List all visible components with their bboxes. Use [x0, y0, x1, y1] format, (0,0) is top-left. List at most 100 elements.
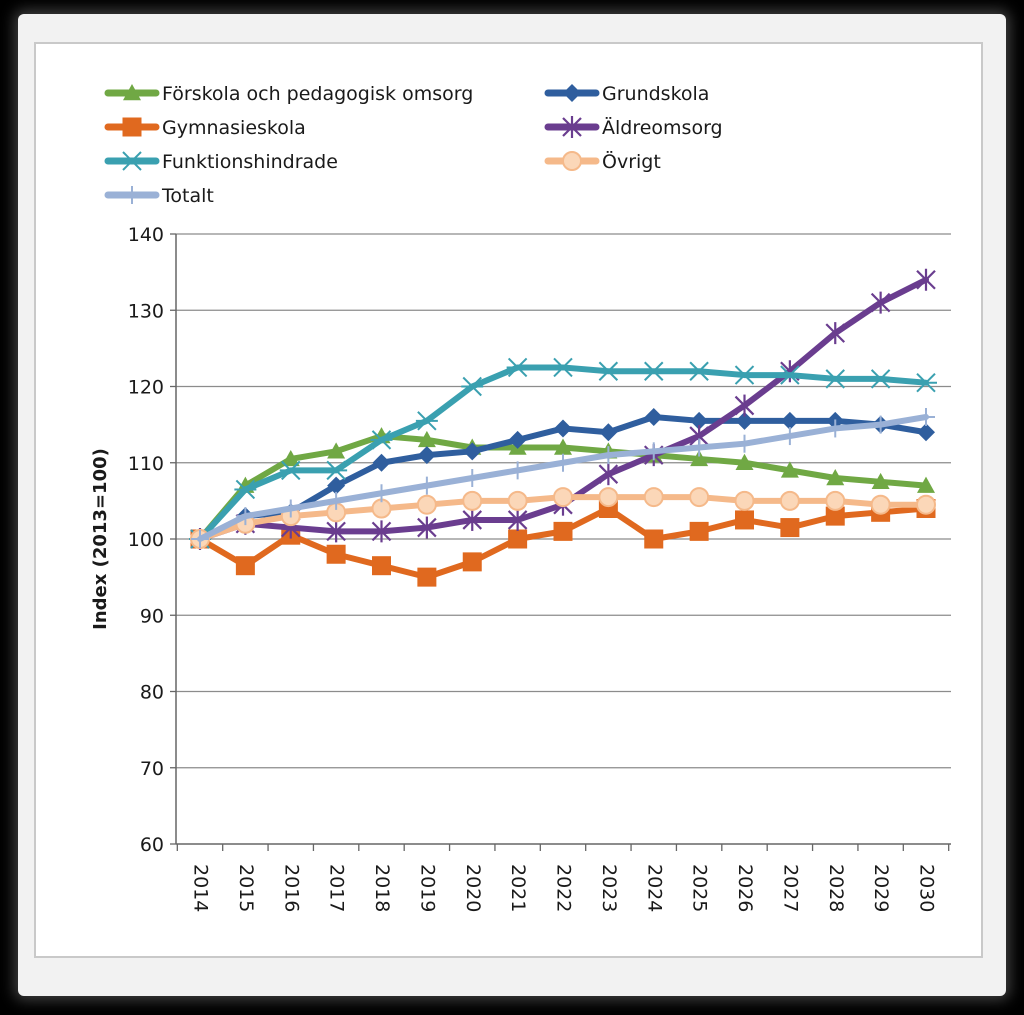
series-totalt: [191, 408, 935, 548]
data-point: [372, 453, 391, 472]
y-tick-label: 90: [140, 605, 164, 627]
data-point: [563, 84, 581, 102]
data-point: [871, 415, 890, 434]
data-point: [417, 567, 437, 587]
x-tick-label: 2022: [553, 864, 575, 912]
legend-label: Grundskola: [602, 83, 709, 105]
x-tick-label: 2020: [462, 864, 484, 912]
data-point: [417, 430, 436, 448]
legend-item: Gymnasieskola: [104, 117, 306, 139]
x-tick-label: 2015: [235, 864, 257, 912]
legend-item: Äldreomsorg: [544, 116, 723, 139]
data-point: [235, 556, 255, 576]
legend-label: Funktionshindrade: [162, 151, 338, 173]
data-point: [599, 446, 618, 465]
data-point: [281, 499, 300, 518]
data-point: [734, 394, 755, 417]
data-point: [599, 423, 618, 442]
data-point: [917, 408, 935, 426]
data-point: [553, 521, 573, 541]
data-point: [327, 491, 346, 510]
legend-label: Totalt: [161, 185, 214, 207]
x-tick-label: 2019: [416, 864, 438, 912]
data-point: [417, 476, 436, 495]
legend-item: Totalt: [104, 185, 214, 207]
data-point: [553, 487, 573, 508]
chart-panel: Förskola och pedagogisk omsorg Grundskola…: [34, 42, 983, 958]
x-tick-label: 2017: [326, 864, 348, 912]
data-point: [461, 376, 484, 397]
data-point: [825, 490, 846, 511]
data-point: [327, 442, 346, 459]
x-tick-label: 2029: [870, 864, 892, 912]
data-point: [690, 411, 709, 430]
y-tick-label: 110: [128, 453, 164, 475]
data-point: [870, 494, 891, 515]
data-point: [917, 476, 935, 493]
data-point: [372, 556, 391, 576]
data-point: [122, 117, 142, 137]
legend-item: Förskola och pedagogisk omsorg: [104, 83, 473, 105]
data-point: [508, 529, 528, 549]
y-axis-label: Index (2013=100): [90, 448, 111, 630]
data-point: [326, 544, 346, 564]
data-point: [735, 411, 754, 430]
legend-label: Gymnasieskola: [162, 117, 306, 139]
data-point: [733, 365, 756, 385]
y-tick-label: 80: [140, 682, 164, 704]
legend: Förskola och pedagogisk omsorg Grundskola…: [104, 83, 723, 207]
data-point: [372, 484, 391, 503]
x-tick-label: 2030: [916, 864, 938, 912]
y-tick-label: 140: [128, 224, 164, 246]
chart-frame: Förskola och pedagogisk omsorg Grundskola…: [18, 14, 1006, 996]
data-point: [191, 530, 209, 548]
data-point: [281, 449, 300, 467]
data-point: [554, 438, 572, 455]
data-point: [735, 453, 754, 470]
data-point: [508, 430, 527, 449]
series-övrigt: [190, 487, 936, 549]
data-point: [779, 490, 800, 511]
data-point: [689, 521, 709, 541]
y-tick-label: 70: [140, 758, 164, 780]
legend-label: Övrigt: [602, 150, 661, 173]
data-point: [780, 427, 799, 446]
data-point: [689, 487, 710, 508]
data-point: [123, 186, 141, 204]
data-point: [123, 84, 141, 101]
data-point: [508, 461, 527, 480]
data-point: [690, 438, 709, 457]
series-layer: [189, 268, 937, 587]
data-point: [507, 490, 528, 511]
data-point: [416, 494, 437, 515]
data-point: [824, 369, 847, 389]
data-point: [236, 507, 255, 526]
gridlines: [176, 233, 951, 769]
data-point: [915, 372, 937, 393]
data-point: [554, 453, 572, 472]
data-point: [734, 490, 755, 511]
y-tick-label: 130: [128, 300, 164, 322]
legend-item: Funktionshindrade: [104, 151, 338, 173]
y-tick-label: 100: [128, 529, 164, 551]
data-point: [417, 516, 437, 539]
x-tick-label: 2028: [825, 864, 847, 912]
x-tick-label: 2018: [371, 864, 393, 912]
data-point: [121, 151, 143, 171]
data-point: [506, 357, 529, 378]
data-point: [780, 461, 799, 478]
legend-label: Äldreomsorg: [602, 116, 723, 139]
legend-item: Grundskola: [544, 83, 709, 105]
data-point: [869, 369, 892, 389]
data-point: [462, 508, 483, 531]
x-tick-label: 2025: [689, 864, 711, 912]
data-point: [234, 479, 257, 500]
x-tick-label: 2021: [507, 864, 529, 912]
series-gymnasieskola: [190, 499, 936, 587]
x-tick-label: 2026: [734, 864, 756, 912]
data-point: [780, 360, 800, 383]
data-point: [735, 434, 754, 453]
data-point: [917, 423, 935, 442]
data-point: [325, 460, 348, 481]
data-point: [562, 151, 582, 171]
